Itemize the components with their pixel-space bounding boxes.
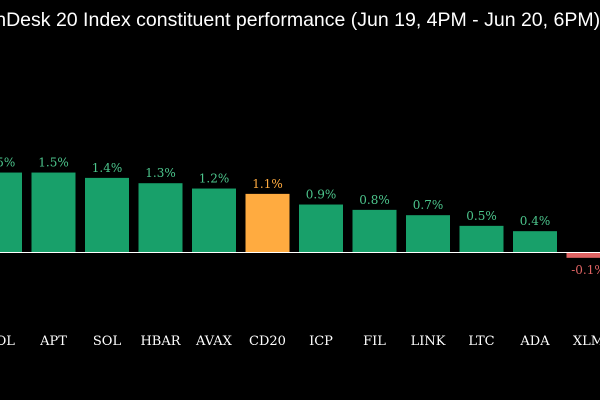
- bar-hbar: [138, 183, 183, 253]
- value-label-ltc: 0.5%: [466, 209, 497, 223]
- value-label-sol: 1.4%: [92, 161, 123, 175]
- bar-dol: [0, 172, 22, 253]
- tick-label-icp: ICP: [309, 334, 333, 349]
- value-label-xlm: -0.1%: [571, 263, 600, 277]
- tick-label-dol: DOL: [0, 334, 15, 349]
- tick-label-link: LINK: [411, 334, 446, 349]
- value-label-link: 0.7%: [413, 198, 444, 212]
- tick-label-hbar: HBAR: [140, 334, 181, 349]
- bar-avax: [192, 188, 236, 253]
- tick-label-avax: AVAX: [195, 334, 233, 349]
- tick-label-xlm: XLM: [573, 334, 600, 349]
- value-label-ada: 0.4%: [520, 214, 551, 228]
- value-label-icp: 0.9%: [306, 188, 337, 202]
- value-label-hbar: 1.3%: [145, 166, 176, 180]
- bar-sol: [85, 177, 129, 253]
- tick-label-sol: SOL: [93, 334, 122, 349]
- chart-title: CoinDesk 20 Index constituent performanc…: [0, 9, 600, 31]
- tick-label-ltc: LTC: [468, 334, 494, 349]
- value-label-cd20: 1.1%: [252, 177, 283, 191]
- bar-xlm: [566, 252, 600, 258]
- bar-icp: [299, 204, 343, 253]
- tick-label-apt: APT: [39, 334, 67, 349]
- bar-cd20: [245, 193, 290, 253]
- bar-fil: [352, 209, 397, 253]
- bar-apt: [31, 172, 76, 253]
- tick-label-cd20: CD20: [249, 334, 286, 349]
- value-label-apt: 1.5%: [38, 156, 69, 170]
- value-label-avax: 1.2%: [199, 172, 230, 186]
- value-label-fil: 0.8%: [359, 193, 390, 207]
- bar-link: [406, 215, 450, 253]
- tick-label-fil: FIL: [363, 334, 386, 349]
- bar-ada: [513, 231, 557, 253]
- value-label-dol: 1.5%: [0, 156, 15, 170]
- bar-ltc: [459, 225, 504, 253]
- tick-label-ada: ADA: [519, 334, 550, 349]
